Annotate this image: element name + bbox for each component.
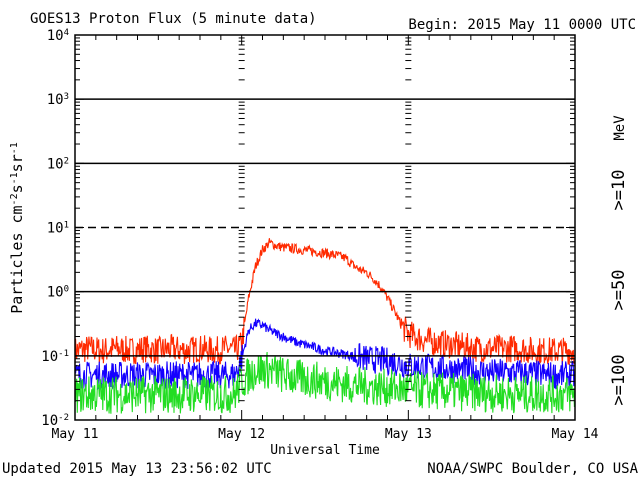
y-tick-label: 100 bbox=[47, 285, 69, 301]
series-line-2 bbox=[74, 351, 575, 414]
y-tick-exponent: 2 bbox=[64, 156, 69, 166]
y-axis-label-part: Particles cm bbox=[8, 205, 26, 313]
y-axis-label-part: -2 bbox=[9, 193, 20, 205]
y-axis-label-part: -1 bbox=[9, 172, 20, 184]
y-tick-exponent: -2 bbox=[58, 413, 69, 423]
y-tick-base: 10 bbox=[47, 221, 64, 237]
x-tick-label: May 11 bbox=[52, 427, 99, 442]
legend-series-1: >=50 bbox=[609, 270, 629, 311]
x-tick-label: May 12 bbox=[218, 427, 265, 442]
legend: MeV >=10 >=50 >=100 bbox=[609, 115, 629, 406]
y-axis-label-part: sr bbox=[8, 154, 26, 172]
y-tick-exponent: 4 bbox=[64, 28, 69, 38]
x-tick-labels: May 11 May 12 May 13 May 14 bbox=[52, 427, 599, 442]
chart-title: GOES13 Proton Flux (5 minute data) bbox=[30, 11, 317, 27]
legend-series-2: >=100 bbox=[609, 354, 629, 405]
begin-time: Begin: 2015 May 11 0000 UTC bbox=[408, 17, 636, 33]
y-tick-label: 101 bbox=[47, 221, 69, 237]
y-tick-label: 102 bbox=[47, 156, 69, 172]
y-tick-base: 10 bbox=[41, 413, 58, 429]
x-axis-label: Universal Time bbox=[270, 443, 380, 458]
y-tick-base: 10 bbox=[41, 349, 58, 365]
legend-series-0: >=10 bbox=[609, 170, 629, 211]
y-tick-label: 103 bbox=[47, 92, 69, 108]
y-tick-base: 10 bbox=[47, 92, 64, 108]
y-tick-label: 104 bbox=[47, 28, 69, 44]
series-layer bbox=[74, 238, 575, 414]
x-tick-label: May 14 bbox=[552, 427, 599, 442]
y-tick-label: 10-2 bbox=[41, 413, 69, 429]
legend-unit: MeV bbox=[612, 115, 628, 141]
y-axis-label-part: s bbox=[8, 184, 26, 193]
y-tick-exponent: 3 bbox=[64, 92, 69, 102]
updated-timestamp: Updated 2015 May 13 23:56:02 UTC bbox=[2, 461, 272, 477]
y-tick-exponent: -1 bbox=[58, 349, 69, 359]
y-tick-base: 10 bbox=[47, 285, 64, 301]
y-tick-exponent: 0 bbox=[64, 285, 69, 295]
plot-frame bbox=[74, 34, 576, 421]
y-axis-label: Particles cm-2s-1sr-1 bbox=[8, 142, 26, 314]
credit-text: NOAA/SWPC Boulder, CO USA bbox=[427, 461, 638, 477]
y-tick-base: 10 bbox=[47, 156, 64, 172]
grid-layer bbox=[75, 98, 575, 357]
y-tick-exponent: 1 bbox=[64, 221, 69, 231]
x-tick-label: May 13 bbox=[385, 427, 432, 442]
y-tick-base: 10 bbox=[47, 28, 64, 44]
ticks-layer bbox=[74, 35, 576, 421]
series-line-1 bbox=[74, 318, 575, 391]
y-axis-label-part: -1 bbox=[9, 142, 20, 154]
y-tick-label: 10-1 bbox=[41, 349, 69, 365]
series-line-0 bbox=[74, 238, 575, 365]
